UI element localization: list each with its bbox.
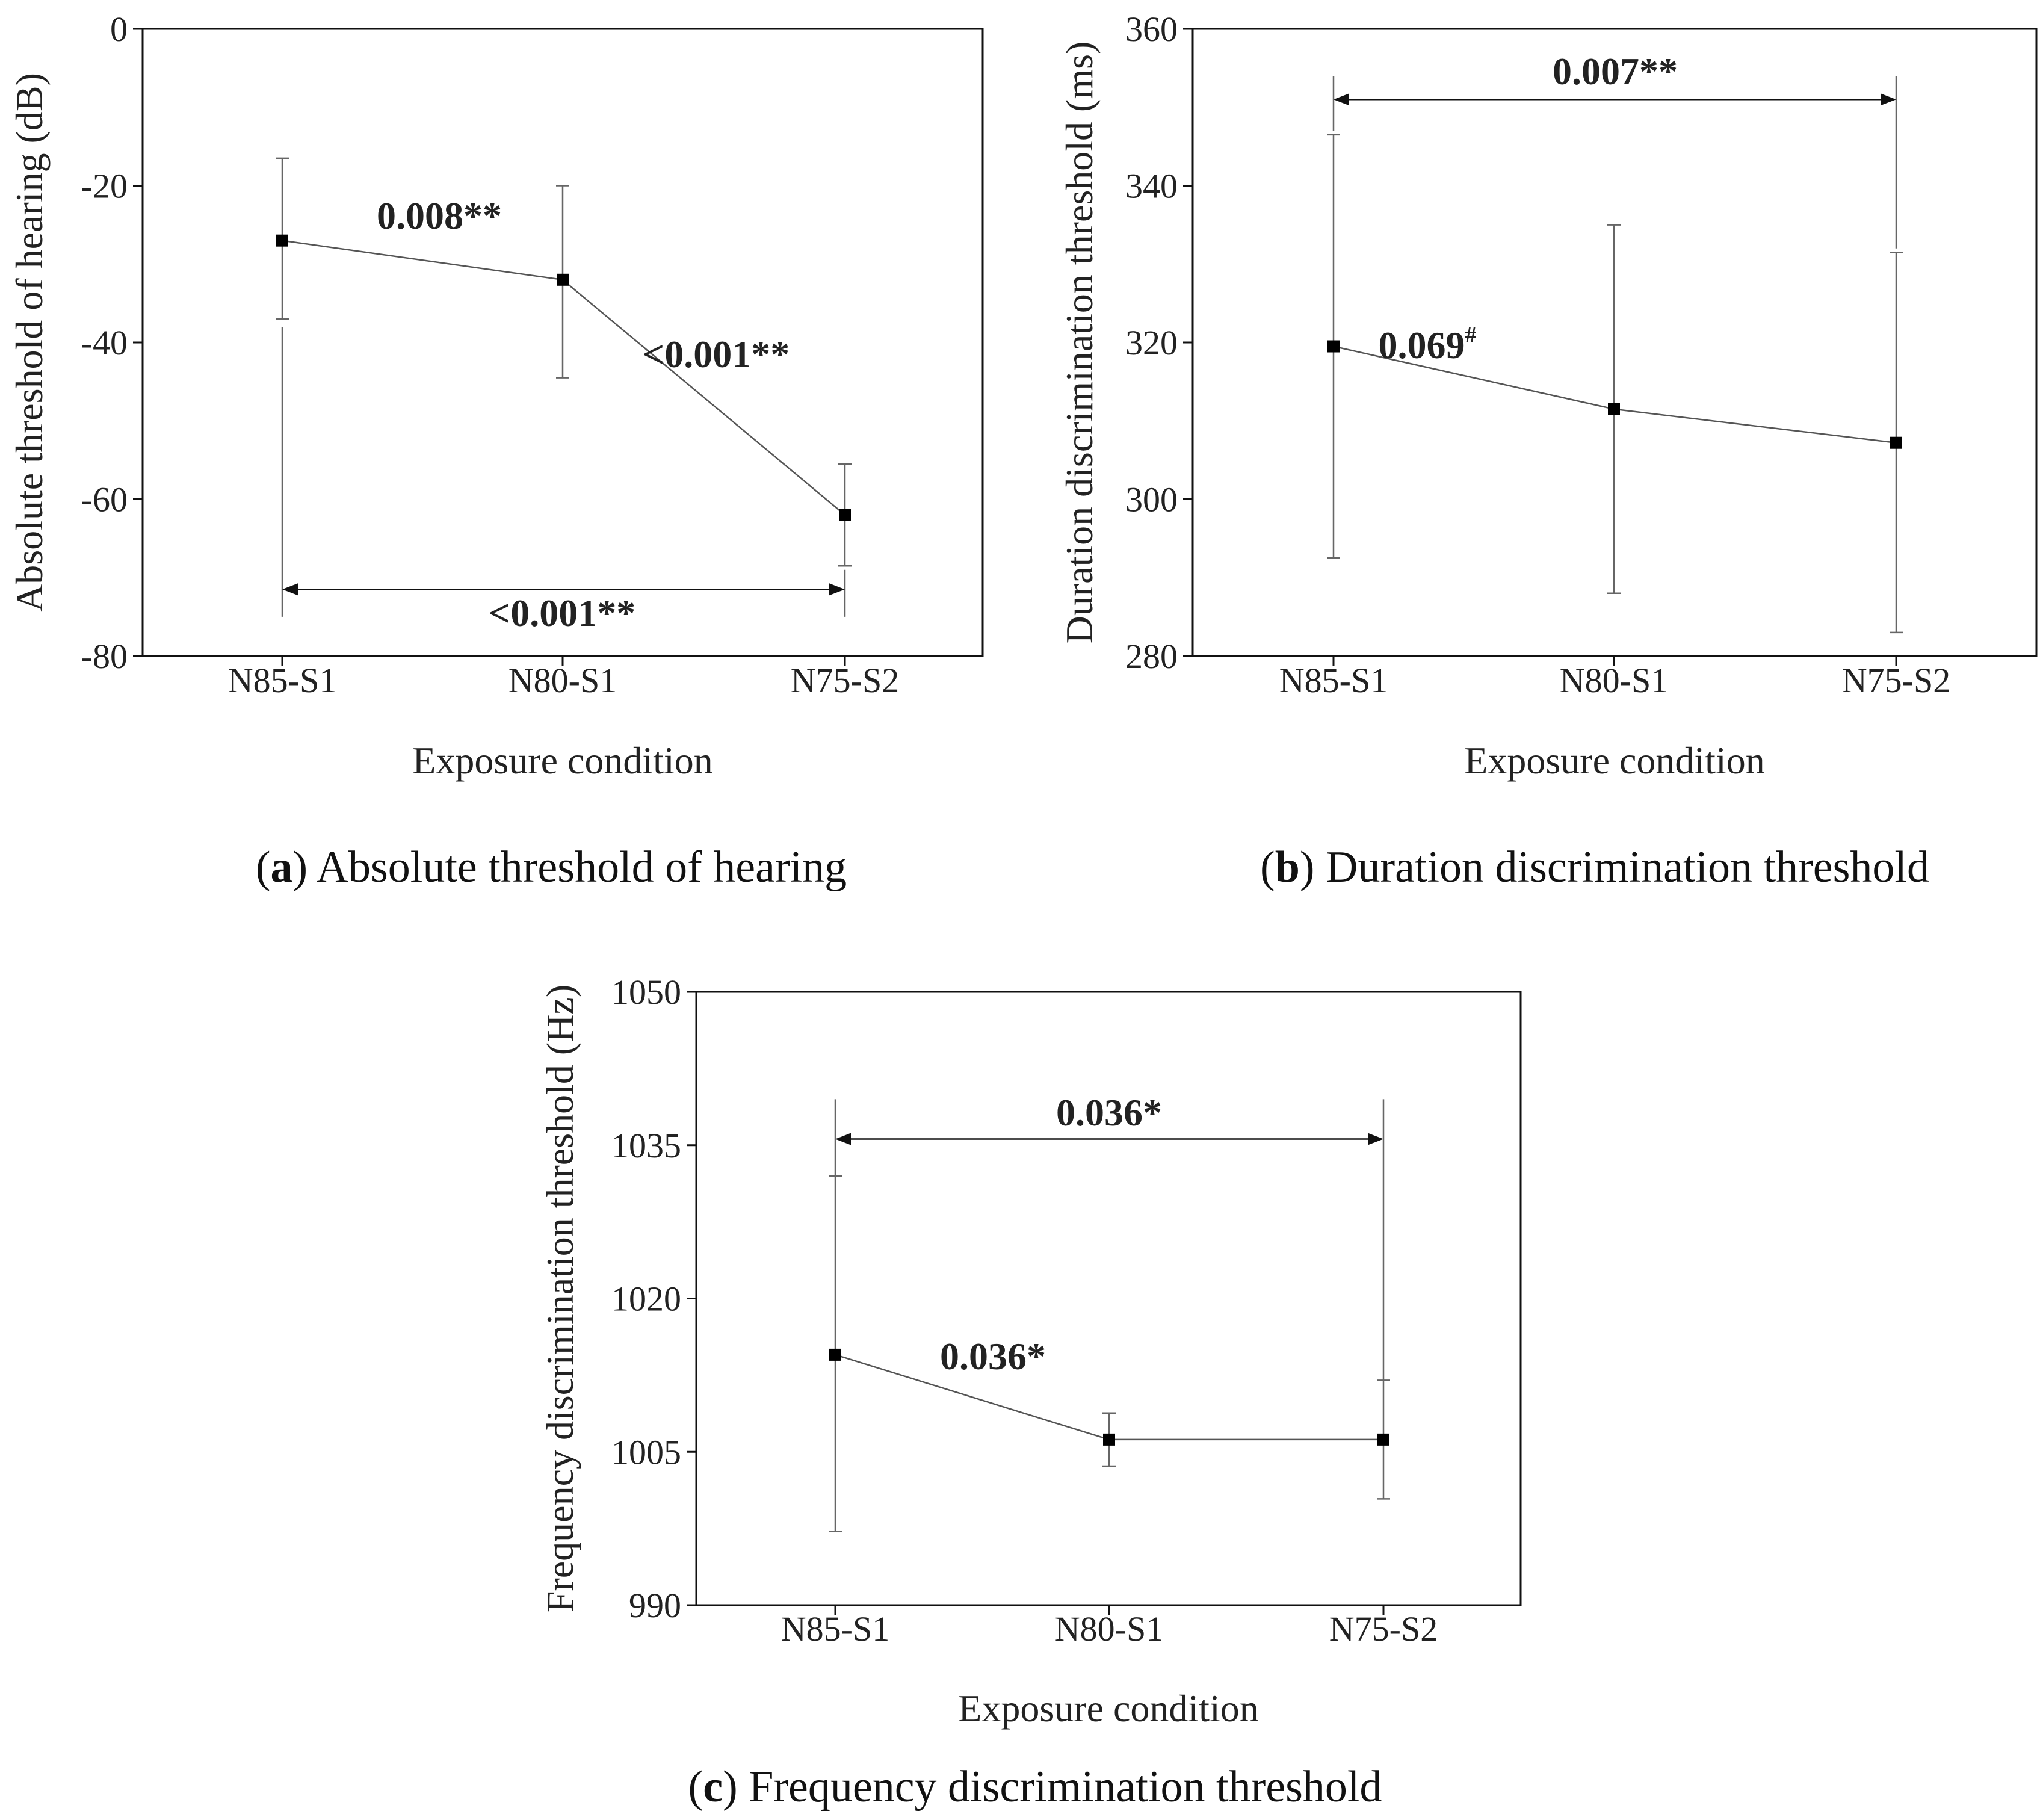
x-tick-label: N80-S1 — [1560, 661, 1668, 700]
bracket-arrow-right — [829, 583, 845, 596]
caption-paren-open: ( — [688, 1762, 703, 1812]
y-tick-label: 300 — [1125, 480, 1178, 519]
data-point — [1377, 1433, 1389, 1446]
caption-letter: a — [270, 843, 292, 892]
chart-panel-a: 0 -20 -40 -60 -80 N85-S1 N80-S1 N75-S2 Exposure … — [8, 10, 984, 892]
caption-text: ) Duration discrimination threshold — [1300, 843, 1929, 892]
bracket-arrow-right — [1881, 93, 1896, 106]
significance-label: <0.001** — [489, 592, 635, 634]
y-tick-label: 320 — [1125, 323, 1178, 362]
caption-paren-open: ( — [256, 843, 271, 892]
significance-label: 0.036* — [940, 1335, 1046, 1378]
panel-caption: (a) Absolute threshold of hearing — [256, 843, 847, 892]
chart-panel-c: 1050 1035 1020 1005 990 N85-S1 N80-S1 N75-S2 Exp… — [539, 973, 1522, 1812]
y-tick-label: -20 — [81, 167, 128, 206]
x-tick-label: N75-S2 — [791, 661, 899, 700]
y-tick-label: -80 — [81, 637, 128, 676]
y-tick-label: 340 — [1125, 167, 1178, 206]
x-tick-label: N85-S1 — [228, 661, 336, 700]
x-axis-title: Exposure condition — [412, 739, 712, 782]
y-axis-title: Duration discrimination threshold (ms) — [1058, 42, 1101, 644]
x-tick-label: N85-S1 — [781, 1609, 889, 1648]
x-tick-label: N80-S1 — [508, 661, 617, 700]
x-tick-label: N75-S2 — [1329, 1609, 1438, 1648]
caption-paren-open: ( — [1260, 843, 1275, 892]
x-tick-label: N80-S1 — [1055, 1609, 1163, 1648]
panel-caption: (b) Duration discrimination threshold — [1260, 843, 1929, 892]
data-point — [1608, 403, 1620, 415]
bracket-arrow-right — [1368, 1133, 1383, 1145]
data-point — [829, 1348, 841, 1361]
data-point — [1103, 1433, 1115, 1446]
significance-superscript: # — [1465, 323, 1477, 348]
data-point — [276, 234, 288, 247]
caption-text: ) Absolute threshold of hearing — [292, 843, 847, 892]
panel-caption: (c) Frequency discrimination threshold — [688, 1762, 1382, 1812]
caption-text: ) Frequency discrimination threshold — [723, 1762, 1382, 1812]
y-tick-label: -60 — [81, 480, 128, 519]
significance-label: 0.007** — [1553, 50, 1678, 93]
y-tick-label: 280 — [1125, 637, 1178, 676]
bracket-arrow-left — [1334, 93, 1349, 106]
x-axis-title: Exposure condition — [1464, 739, 1764, 782]
chart-panel-b: 360 340 320 300 280 N85-S1 N80-S1 N75-S2 Exposur… — [1058, 10, 2038, 892]
x-axis-title: Exposure condition — [958, 1687, 1258, 1730]
y-tick-label: 360 — [1125, 10, 1178, 49]
y-tick-label: 1050 — [611, 973, 681, 1012]
y-tick-label: 1020 — [611, 1280, 681, 1319]
significance-label: 0.069# — [1379, 323, 1477, 367]
y-axis-title: Frequency discrimination threshold (Hz) — [539, 985, 581, 1612]
significance-label: 0.036* — [1056, 1091, 1162, 1134]
plot-frame — [695, 991, 1522, 1606]
data-point — [557, 273, 569, 286]
data-point — [839, 509, 851, 521]
significance-label: 0.008** — [377, 194, 502, 237]
data-point — [1327, 340, 1340, 353]
y-tick-label: 1005 — [611, 1432, 681, 1472]
x-tick-label: N75-S2 — [1842, 661, 1950, 700]
caption-letter: b — [1275, 843, 1300, 892]
y-tick-label: -40 — [81, 323, 128, 362]
bracket-arrow-left — [835, 1133, 851, 1145]
y-tick-label: 1035 — [611, 1126, 681, 1165]
y-tick-label: 0 — [110, 10, 128, 49]
caption-letter: c — [703, 1762, 723, 1812]
data-point — [1890, 436, 1902, 449]
significance-label: <0.001** — [643, 333, 790, 376]
x-tick-label: N85-S1 — [1279, 661, 1388, 700]
y-tick-label: 990 — [629, 1586, 681, 1625]
y-axis-title: Absolute threshold of hearing (dB) — [8, 73, 51, 612]
bracket-arrow-left — [282, 583, 298, 596]
